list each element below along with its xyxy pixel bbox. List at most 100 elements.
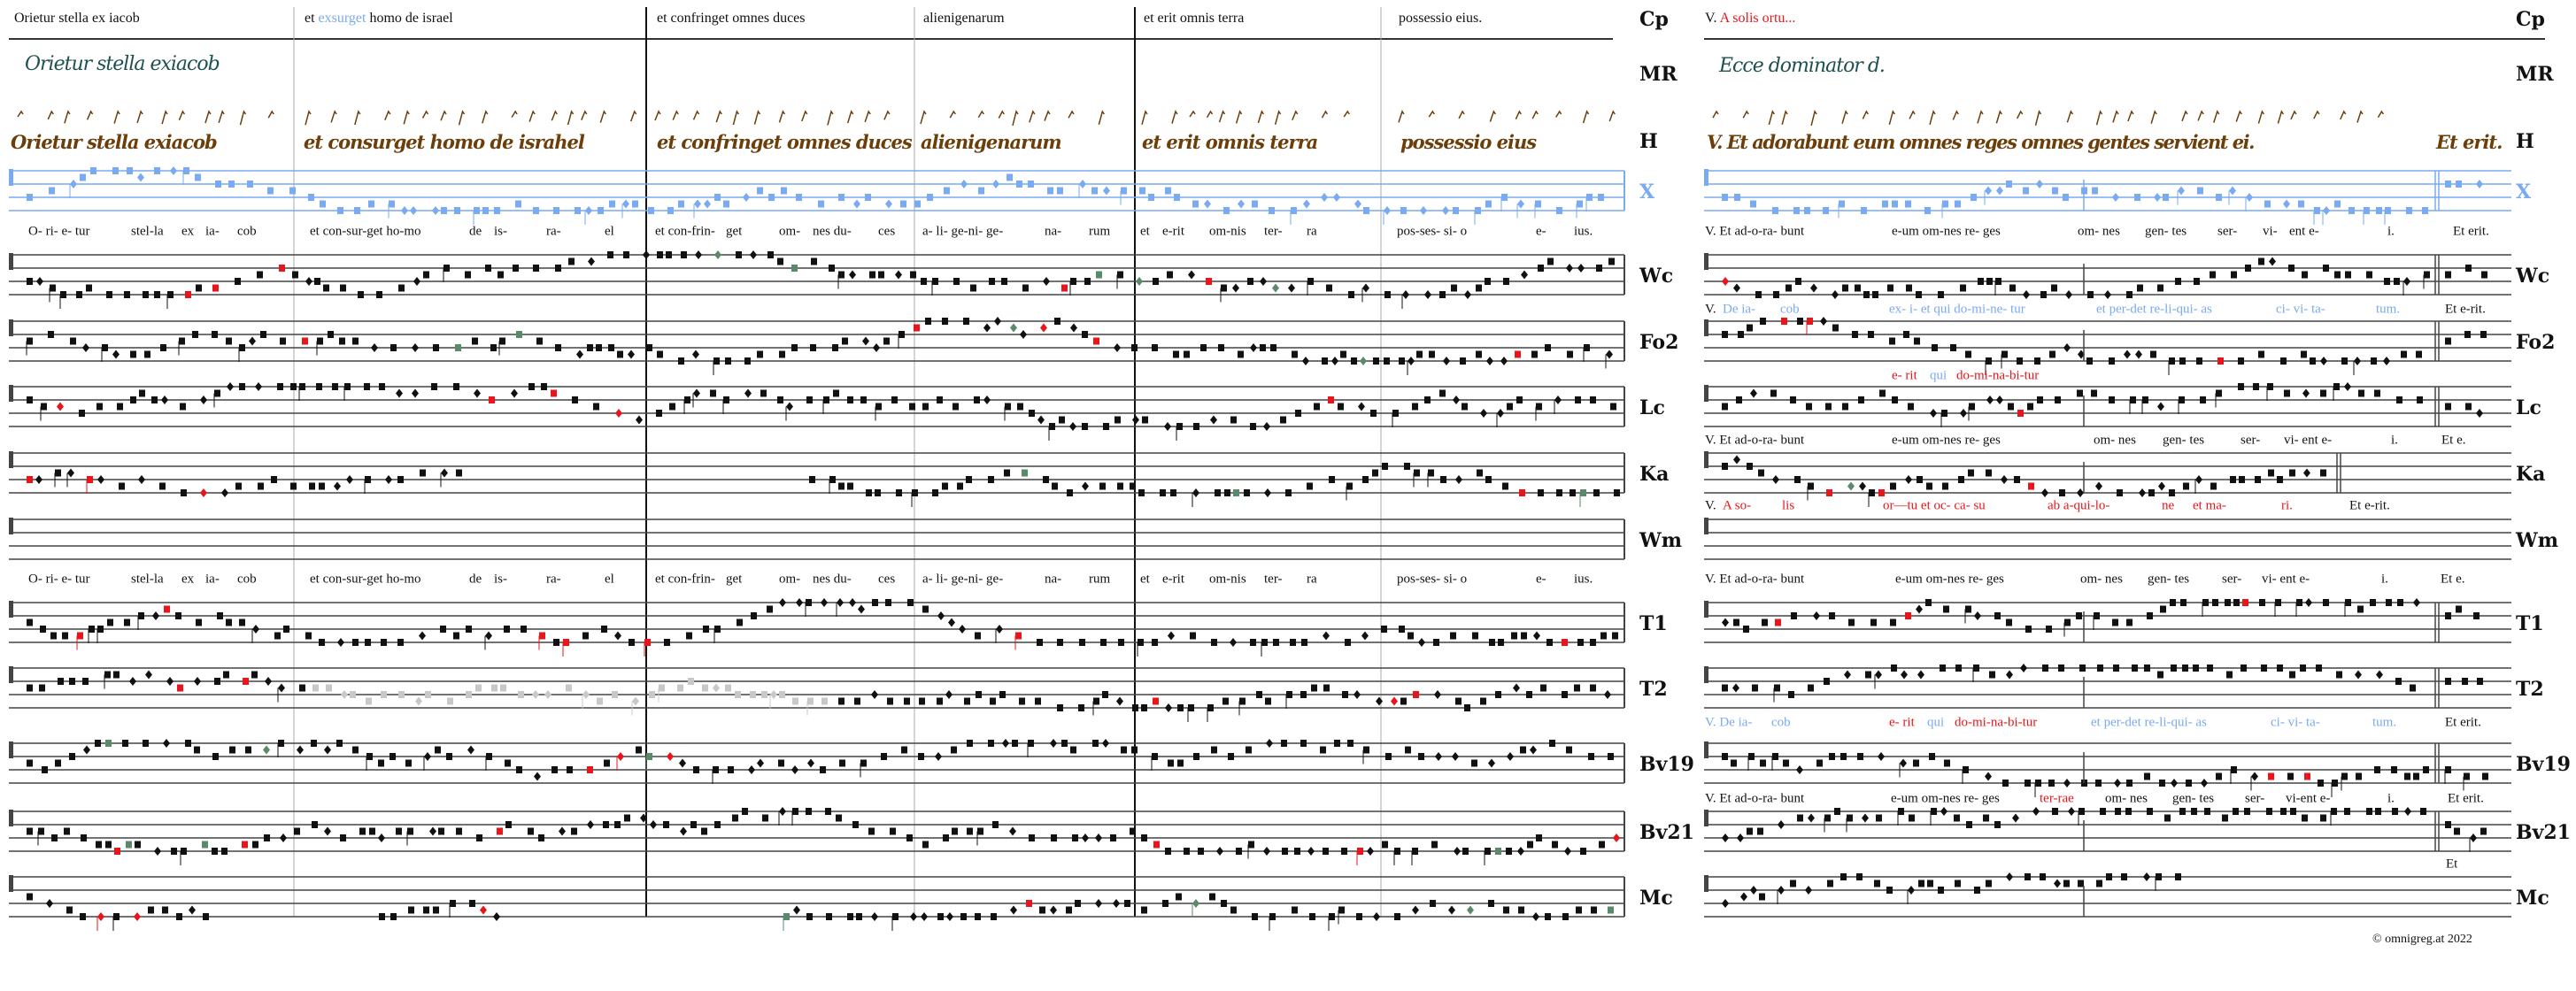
neume-note: [309, 482, 315, 490]
lyric-syllable: stel-la: [131, 572, 164, 587]
neume-note: [1986, 469, 1992, 477]
neume-note: [636, 746, 642, 754]
neume-note: [1307, 278, 1314, 285]
neume-note: [1743, 626, 1749, 633]
neume-note: [1082, 423, 1088, 430]
neume-note: [1722, 403, 1728, 411]
lyric-syllable: ser-: [2222, 572, 2242, 587]
neume-note: [1292, 906, 1298, 914]
neume-note: [1414, 469, 1420, 477]
neume-diamond: [622, 199, 629, 209]
neume-mark: [113, 110, 120, 124]
neume-note: [2242, 599, 2248, 606]
neume-diamond: [134, 912, 141, 921]
neume-note: [1507, 403, 1513, 411]
neume-note: [1221, 284, 1227, 292]
neume-diamond: [1521, 270, 1528, 280]
neume-note: [2445, 678, 2451, 685]
neume-note: [664, 639, 670, 646]
neume-diamond: [714, 250, 721, 259]
neume-diamond: [667, 752, 674, 761]
neume-note: [2264, 200, 2271, 208]
lyric-syllable: stel-la: [131, 224, 164, 239]
neume-mark: [1343, 110, 1350, 118]
lyric-syllable: i.: [2387, 791, 2395, 806]
neume-note: [267, 187, 274, 195]
neume-note: [1511, 632, 1517, 640]
neume-note: [1955, 665, 1962, 672]
neume-diamond: [1204, 199, 1211, 209]
neume-diamond: [617, 752, 624, 761]
neume-mark: [1029, 110, 1036, 123]
neume-note: [450, 900, 456, 907]
neume-note: [332, 383, 338, 390]
neume-diamond: [2476, 180, 2483, 188]
neume-note: [1384, 357, 1390, 365]
neume-mark: [1489, 110, 1497, 122]
neume-note: [1824, 814, 1831, 822]
neume-note: [806, 599, 812, 606]
neume-diamond: [576, 350, 583, 359]
neume-note: [1526, 691, 1532, 698]
neume-diamond: [1443, 357, 1450, 365]
neume-note: [539, 632, 545, 640]
neume-note: [551, 766, 558, 773]
neume-note: [1955, 880, 1961, 887]
neume-note: [264, 834, 270, 841]
neume-diamond: [1930, 409, 1937, 418]
neume-note: [177, 684, 183, 692]
neume-note: [1233, 489, 1239, 496]
neume-diamond: [532, 690, 539, 699]
lyric-syllable: ser-: [2217, 224, 2238, 239]
c-clef-icon: [1704, 451, 1708, 468]
neume-diamond: [412, 343, 419, 352]
neume-note: [1562, 913, 1569, 920]
neume-note: [1029, 834, 1035, 841]
neume-note: [2464, 772, 2470, 780]
lyric-syllable: de: [469, 224, 482, 239]
lyric-syllable: el: [605, 572, 614, 587]
neume-note: [582, 632, 589, 640]
neume-note: [536, 337, 543, 345]
neume-note: [159, 482, 166, 490]
neume-note: [312, 684, 319, 692]
neume-note: [1424, 396, 1431, 403]
neume-note: [807, 697, 814, 705]
neume-note: [2150, 350, 2156, 358]
neume-note: [2422, 207, 2428, 214]
neume-note: [389, 200, 395, 208]
neume-note: [1882, 200, 1888, 208]
neume-diamond: [249, 336, 256, 346]
neume-diamond: [2302, 388, 2310, 398]
neume-diamond: [1418, 638, 1425, 647]
neume-note: [104, 671, 111, 679]
row-label-x: X: [2516, 181, 2532, 204]
neume-note: [271, 476, 277, 483]
neume-note: [1188, 704, 1194, 711]
header-section: alienigenarum: [923, 11, 1005, 27]
neume-note: [2462, 678, 2468, 685]
neume-diamond: [2413, 598, 2420, 607]
neume-note: [381, 639, 387, 646]
neume-diamond: [1412, 905, 1419, 915]
neume-note: [838, 697, 845, 705]
neume-mark: [1189, 110, 1196, 118]
neume-note: [646, 344, 652, 351]
neume-mark: [801, 110, 808, 122]
neume-diamond: [378, 834, 385, 842]
neume-note: [806, 913, 813, 920]
neume-note: [967, 827, 973, 835]
lyric-syllable: gen- tes: [2172, 791, 2215, 806]
neume-note: [751, 612, 757, 619]
neume-mark: [1292, 110, 1299, 121]
neume-diamond: [1069, 422, 1076, 431]
neume-note: [760, 389, 767, 397]
neume-note: [2445, 337, 2451, 345]
neume-note: [378, 759, 384, 767]
neume-note: [2035, 780, 2041, 787]
neume-note: [762, 814, 768, 822]
neume-note: [2216, 389, 2222, 397]
header-section: possessio eius.: [1399, 11, 1482, 27]
lyric-syllable: ex: [181, 572, 195, 587]
neume-note: [2037, 396, 2043, 403]
